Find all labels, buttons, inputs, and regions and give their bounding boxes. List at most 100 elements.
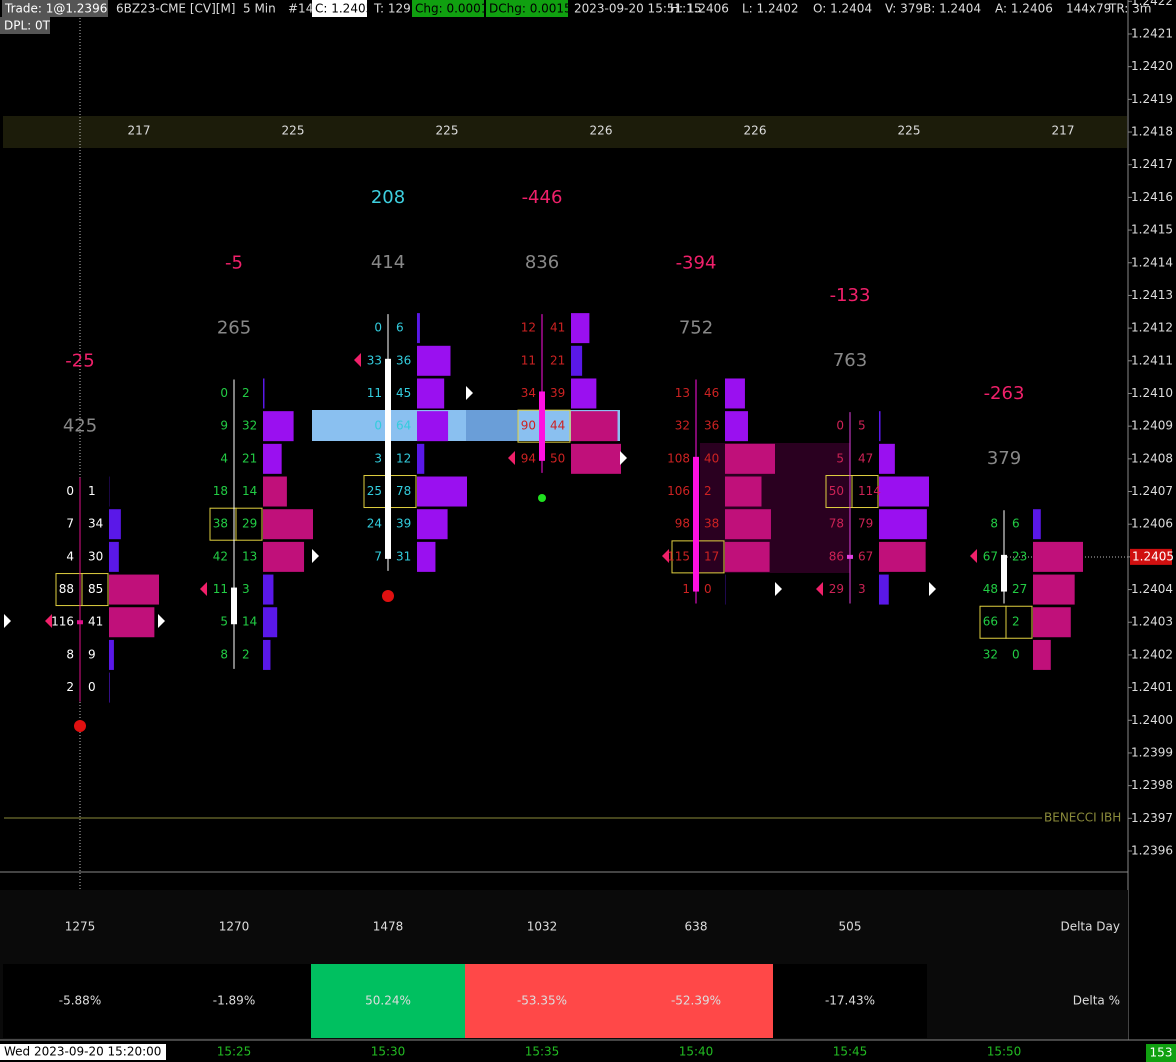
ask-volume: 13	[242, 549, 257, 563]
price-tick-label: 1.2403	[1131, 615, 1173, 629]
ask-volume: 14	[242, 615, 257, 629]
ask-volume: 3	[858, 582, 866, 596]
price-tick-label: 1.2410	[1131, 386, 1173, 400]
bid-volume: 0	[836, 419, 844, 433]
price-tick-label: 1.2411	[1131, 353, 1173, 367]
price-tick-label: 1.2416	[1131, 190, 1173, 204]
delta-pct-cell	[465, 964, 619, 1038]
bid-volume: 32	[675, 419, 690, 433]
ask-volume: 39	[550, 386, 565, 400]
bar-delta: 208	[371, 187, 405, 208]
arrow-right	[4, 614, 11, 628]
price-tick-label: 1.2407	[1131, 484, 1173, 498]
volume-histogram	[263, 541, 305, 572]
bid-volume: 2	[66, 680, 74, 694]
volume-histogram	[1033, 639, 1051, 670]
volume-histogram	[725, 541, 770, 572]
price-tick-label: 1.2398	[1131, 778, 1173, 792]
bid-volume: 67	[983, 549, 998, 563]
price-tick-label: 1.2422	[1131, 0, 1173, 8]
session-volume: 225	[898, 124, 921, 138]
delta-pct-cell	[773, 964, 927, 1038]
bar-volume: 836	[525, 252, 559, 273]
price-tick-label: 1.2409	[1131, 419, 1173, 433]
delta-pct: -5.88%	[59, 994, 101, 1008]
marker-dot	[74, 720, 86, 732]
ask-volume: 46	[704, 386, 719, 400]
volume-histogram	[571, 443, 621, 474]
bid-volume: 0	[374, 321, 382, 335]
delta-pct: -52.39%	[671, 994, 721, 1008]
candle-body	[231, 587, 237, 625]
ask-volume: 27	[1012, 582, 1027, 596]
bid-volume: 0	[374, 419, 382, 433]
delta-pct-label: Delta %	[1073, 994, 1120, 1008]
volume-histogram	[725, 443, 775, 474]
ask-volume: 6	[1012, 517, 1020, 531]
bid-volume: 8	[220, 647, 228, 661]
session-volume: 226	[744, 124, 767, 138]
price-tick-label: 1.2412	[1131, 321, 1173, 335]
time-label: 15:35	[525, 1045, 560, 1059]
volume-histogram	[417, 509, 448, 540]
level-label: BENECCI IBH	[1044, 811, 1121, 825]
bar-delta: -446	[522, 187, 563, 208]
header-item: O: 1.2404	[813, 2, 872, 16]
bar-count: 153	[1150, 1046, 1173, 1060]
session-volume: 225	[282, 124, 305, 138]
bid-volume: 38	[213, 517, 228, 531]
ask-volume: 6	[396, 321, 404, 335]
bid-volume: 5	[220, 615, 228, 629]
volume-band	[3, 116, 1127, 148]
delta-pct: -53.35%	[517, 994, 567, 1008]
marker-dot	[382, 590, 394, 602]
volume-histogram	[109, 574, 159, 605]
header-dpl: DPL: 0T	[4, 19, 51, 33]
bar-volume: 379	[987, 448, 1021, 469]
arrow-left	[508, 451, 515, 465]
arrow-right	[312, 549, 319, 563]
ask-volume: 38	[704, 517, 719, 531]
ask-volume: 67	[858, 549, 873, 563]
ask-volume: 17	[704, 549, 719, 563]
bid-volume: 78	[829, 517, 844, 531]
bid-volume: 86	[829, 549, 844, 563]
price-tick-label: 1.2417	[1131, 157, 1173, 171]
ask-volume: 41	[550, 321, 565, 335]
volume-histogram	[1033, 574, 1075, 605]
candle-body	[77, 620, 83, 625]
price-tick-label: 1.2402	[1131, 647, 1173, 661]
ask-volume: 40	[704, 451, 719, 465]
bid-volume: 3	[374, 451, 382, 465]
session-volume: 226	[590, 124, 613, 138]
volume-histogram	[263, 411, 294, 442]
ask-volume: 14	[242, 484, 257, 498]
ask-volume: 0	[88, 680, 96, 694]
ask-volume: 2	[242, 647, 250, 661]
arrow-left	[200, 582, 207, 596]
bid-volume: 11	[213, 582, 228, 596]
session-volume: 217	[1052, 124, 1075, 138]
ask-volume: 0	[704, 582, 712, 596]
delta-day: 505	[839, 920, 862, 934]
header-item: #14	[288, 2, 313, 16]
arrow-left	[662, 549, 669, 563]
bar-delta: -263	[984, 383, 1025, 404]
current-price-box	[1130, 548, 1172, 565]
arrow-left	[970, 549, 977, 563]
volume-histogram	[109, 541, 119, 572]
ask-volume: 78	[396, 484, 411, 498]
time-label: 15:25	[217, 1045, 252, 1059]
header-item: A: 1.2406	[995, 2, 1053, 16]
price-tick-label: 1.2400	[1131, 713, 1173, 727]
volume-histogram	[571, 345, 583, 376]
volume-histogram	[571, 378, 597, 409]
header-item: T: 129	[373, 2, 411, 16]
time-label: Wed 2023-09-20 15:20:00	[4, 1045, 161, 1059]
ask-volume: 47	[858, 451, 873, 465]
header-item: L: 1.2402	[742, 2, 799, 16]
volume-histogram	[263, 378, 265, 409]
bid-volume: 4	[220, 451, 228, 465]
header-item: Trade: 1@1.2396	[4, 2, 107, 16]
bar-delta: -133	[830, 285, 871, 306]
